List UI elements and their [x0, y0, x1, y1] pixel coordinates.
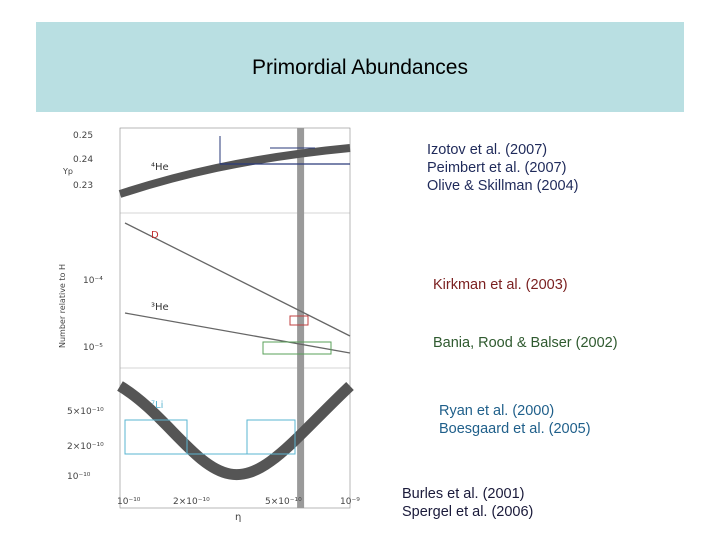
yp-tick-2: 0.24	[73, 155, 93, 165]
eta-concordance-band	[297, 128, 305, 508]
ratio-tick-1: 10⁻⁴	[83, 276, 103, 286]
li-tick-1: 5×10⁻¹⁰	[67, 407, 104, 417]
he4-label: ⁴He	[151, 162, 169, 173]
ref-peimbert: Peimbert et al. (2007)	[427, 160, 567, 176]
li-label: ⁷Li	[151, 400, 163, 411]
title-band: Primordial Abundances	[36, 22, 684, 112]
ref-bania: Bania, Rood & Balser (2002)	[433, 335, 618, 351]
d-references: Kirkman et al. (2003)	[433, 276, 568, 294]
ref-olive: Olive & Skillman (2004)	[427, 178, 579, 194]
ref-ryan: Ryan et al. (2000)	[439, 403, 555, 419]
slide-title: Primordial Abundances	[252, 56, 468, 79]
yp-axis-label: Yp	[62, 167, 73, 176]
plot-frame	[119, 127, 351, 509]
y-axis-label: Number relative to H	[58, 264, 67, 348]
ref-spergel: Spergel et al. (2006)	[402, 504, 534, 520]
he4-curve	[118, 144, 351, 198]
x-tick-3: 5×10⁻¹⁰	[265, 497, 302, 507]
yp-tick-3: 0.23	[73, 181, 93, 191]
x-axis-label: η	[235, 512, 241, 523]
ref-izotov: Izotov et al. (2007)	[427, 142, 548, 158]
he3-label: ³He	[151, 302, 169, 313]
eta-references: Burles et al. (2001) Spergel et al. (200…	[402, 485, 533, 521]
x-tick-2: 2×10⁻¹⁰	[173, 497, 210, 507]
d-label: D	[151, 230, 159, 241]
li-references: Ryan et al. (2000) Boesgaard et al. (200…	[439, 402, 591, 438]
abundance-plot: 0.25 0.24 0.23 Yp ⁴He D ³He 10⁻⁴ 10⁻⁵ Nu…	[55, 118, 375, 528]
ratio-tick-2: 10⁻⁵	[83, 343, 103, 353]
x-tick-1: 10⁻¹⁰	[117, 497, 141, 507]
li-tick-2: 2×10⁻¹⁰	[67, 442, 104, 452]
x-tick-4: 10⁻⁹	[340, 497, 360, 507]
he3-curve	[124, 312, 351, 354]
ref-boesgaard: Boesgaard et al. (2005)	[439, 421, 591, 437]
he3-obs-box	[262, 341, 332, 355]
li-tick-3: 10⁻¹⁰	[67, 472, 91, 482]
d-obs-box	[289, 315, 309, 326]
abundance-svg: 0.25 0.24 0.23 Yp ⁴He D ³He 10⁻⁴ 10⁻⁵ Nu…	[58, 127, 360, 523]
yp-tick-1: 0.25	[73, 131, 93, 141]
ref-kirkman: Kirkman et al. (2003)	[433, 277, 568, 293]
ref-burles: Burles et al. (2001)	[402, 486, 525, 502]
li-curve	[117, 381, 354, 481]
he3-references: Bania, Rood & Balser (2002)	[433, 334, 618, 352]
d-curve	[124, 222, 351, 337]
he4-references: Izotov et al. (2007) Peimbert et al. (20…	[427, 141, 579, 195]
